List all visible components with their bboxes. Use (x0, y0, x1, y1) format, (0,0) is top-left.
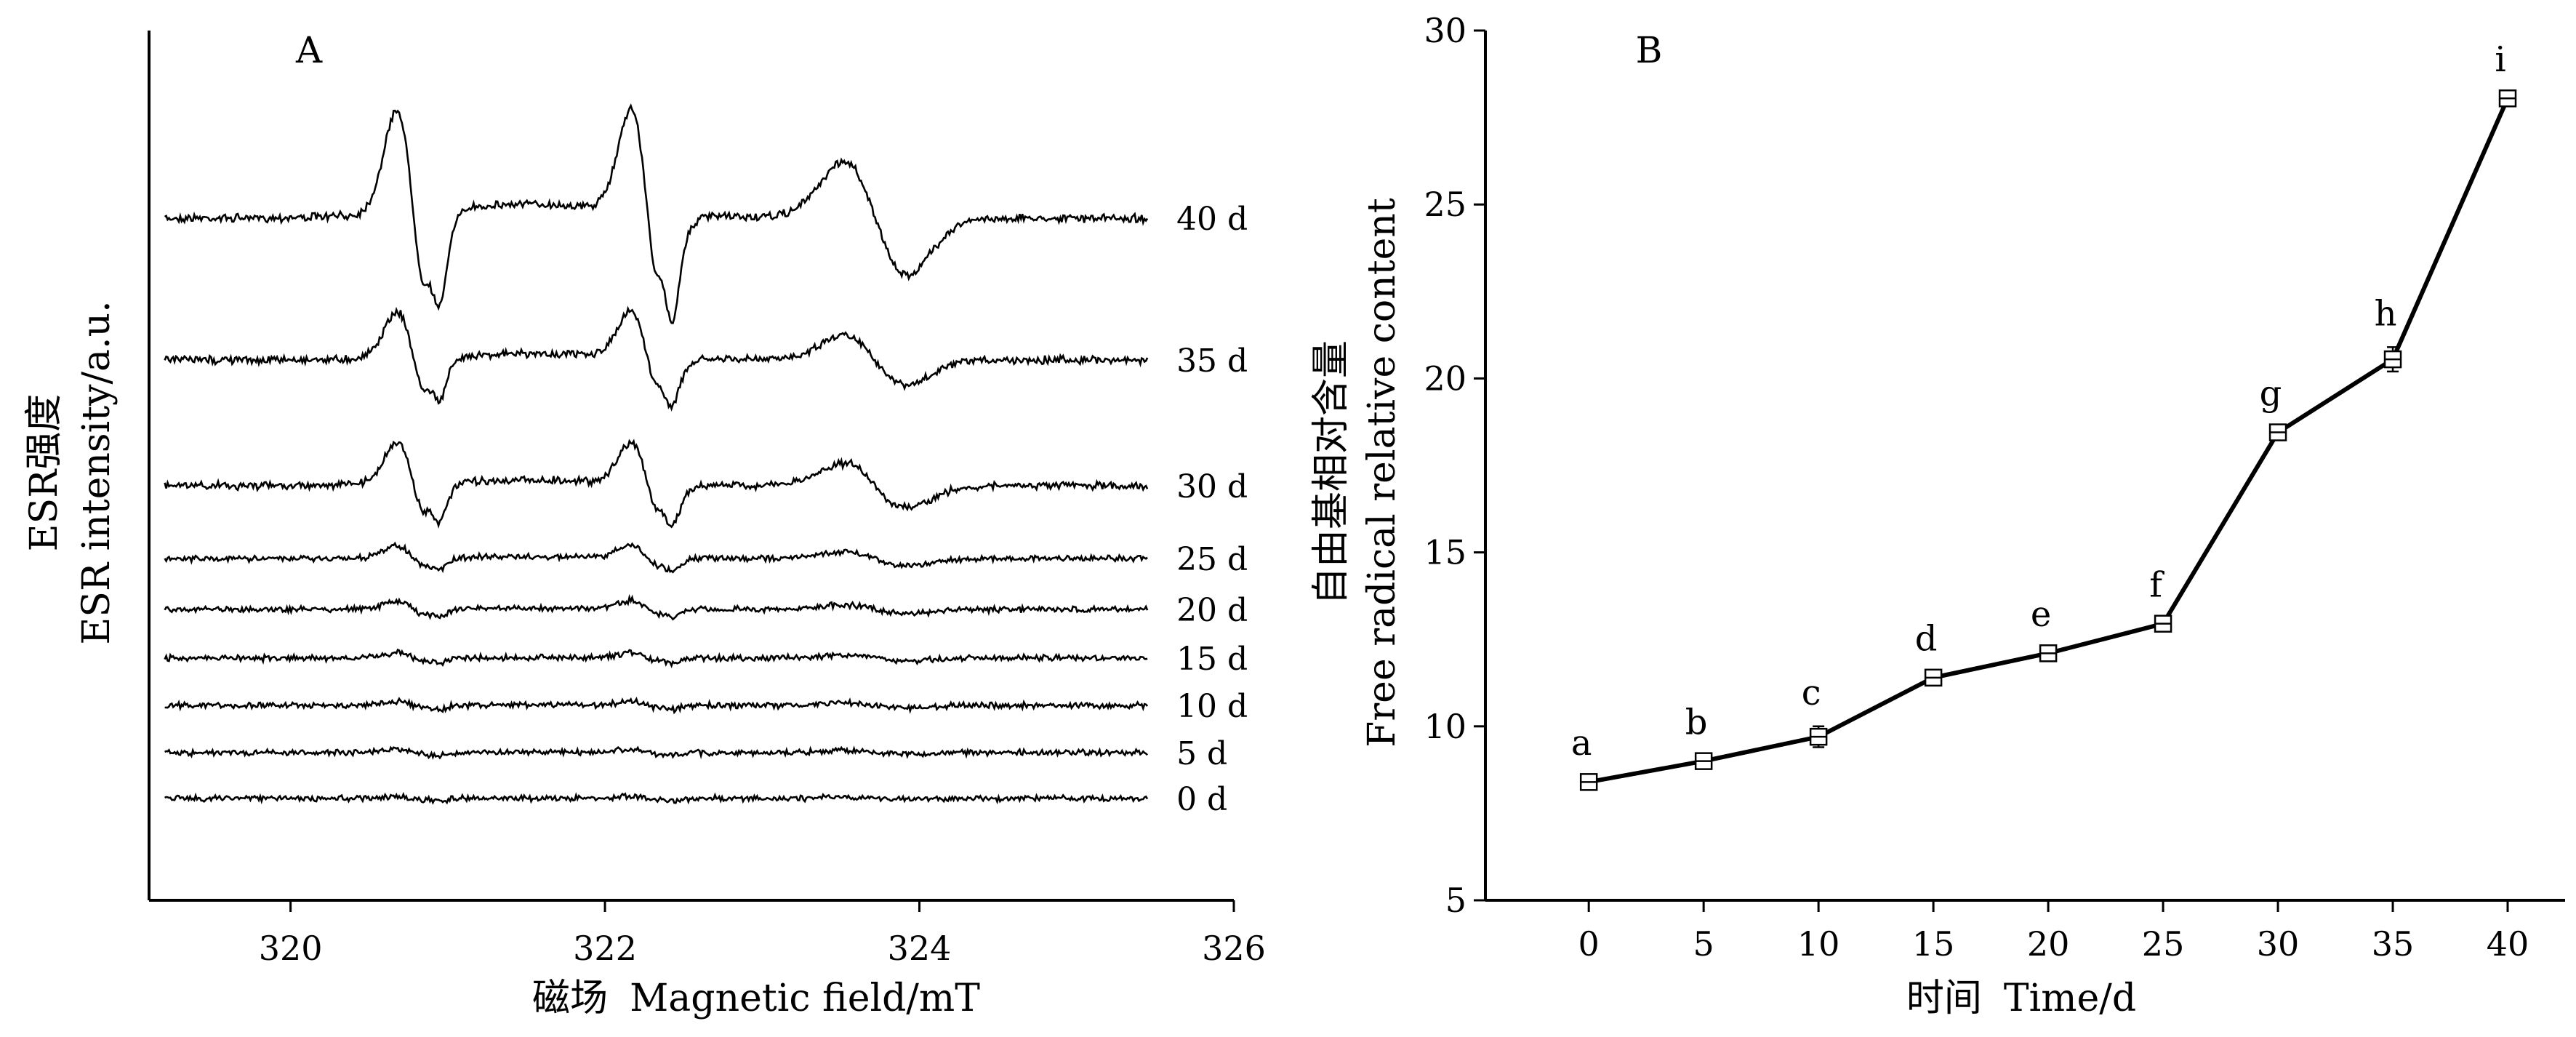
panel-b-x-tick-label: 40 (2487, 924, 2529, 964)
trace-label-5-d: 5 d (1176, 735, 1227, 772)
panel-a-letter: A (295, 29, 323, 71)
trace-label-10-d: 10 d (1176, 688, 1248, 725)
panel-b-y-tick-label: 30 (1424, 11, 1466, 50)
point-label-b: b (1685, 702, 1708, 742)
panel-b-x-tick-label: 20 (2027, 924, 2070, 964)
panel-b-ticks (1474, 29, 2509, 912)
trace-25-d (164, 541, 1148, 574)
trace-label-15-d: 15 d (1176, 641, 1248, 678)
trace-label-20-d: 20 d (1176, 592, 1248, 629)
trace-0-d (164, 791, 1149, 805)
point-label-f: f (2149, 564, 2164, 605)
point-label-g: g (2260, 373, 2282, 414)
panel-b-markers (1579, 89, 2517, 791)
panel-b-y-tick-label: 15 (1424, 533, 1466, 572)
trace-40-d (164, 103, 1149, 324)
trace-35-d (164, 305, 1149, 412)
trace-5-d (164, 745, 1148, 761)
panel-b-y-tick-label: 20 (1424, 359, 1466, 398)
trace-label-30-d: 30 d (1176, 468, 1248, 505)
panel-a-y-title-en: ESR intensity/a.u. (75, 300, 119, 644)
trace-label-40-d: 40 d (1176, 201, 1248, 238)
panel-b-x-tick-label: 30 (2257, 924, 2300, 964)
panel-a-x-title-cn: 磁场 (532, 977, 608, 1020)
point-label-c: c (1802, 673, 1821, 713)
panel-b-x-tick-label: 5 (1693, 924, 1714, 964)
panel-b-x-tick-label: 15 (1912, 924, 1955, 964)
panel-b-y-tick-label: 10 (1424, 707, 1466, 746)
trace-10-d (164, 696, 1149, 715)
panel-a: 320 322 324 326 40 d 35 d 30 d 25 d 20 d 15 d 10 … (23, 29, 1266, 1020)
panel-b-x-tick-label: 35 (2372, 924, 2415, 964)
panel-b-y-tick-label: 5 (1445, 881, 1466, 920)
panel-a-ticks (289, 900, 1235, 912)
panel-b-x-title-en: Time/d (2004, 977, 2136, 1020)
panel-a-x-tick-label: 326 (1202, 929, 1266, 968)
trace-label-25-d: 25 d (1176, 541, 1248, 578)
point-label-h: h (2375, 293, 2397, 334)
panel-a-y-title-cn: ESR强度 (23, 394, 66, 552)
panel-b-series (1588, 97, 2510, 785)
trace-20-d (164, 593, 1149, 621)
panel-a-x-tick-label: 322 (573, 929, 637, 968)
panel-b-letter: B (1636, 29, 1663, 71)
panel-b-y-title-en: Free radical relative content (1360, 198, 1404, 748)
panel-b-y-tick-label: 25 (1424, 185, 1466, 224)
panel-a-x-title-en: Magnetic field/mT (630, 977, 980, 1020)
panel-b-x-title-cn: 时间 (1906, 977, 1982, 1020)
panel-b-x-title: 时间 Time/d (1906, 977, 2136, 1020)
panel-b-x-tick-label: 10 (1797, 924, 1840, 964)
panel-b-y-title-cn: 自由基相对含量 (1309, 340, 1353, 605)
trace-label-35-d: 35 d (1176, 343, 1248, 380)
point-label-i: i (2495, 39, 2505, 80)
panel-a-trace-labels: 40 d 35 d 30 d 25 d 20 d 15 d 10 d 5 d 0 d (1176, 201, 1248, 818)
point-label-a: a (1571, 723, 1592, 764)
panel-a-x-tick-label: 324 (888, 929, 952, 968)
point-label-d: d (1915, 619, 1938, 660)
point-label-e: e (2031, 594, 2051, 635)
panel-a-tick-labels: 320 322 324 326 (259, 929, 1266, 968)
panel-b-point-labels: a b c d e f g h i (1571, 39, 2506, 764)
panel-b-x-tick-label: 0 (1578, 924, 1600, 964)
panel-b-tick-labels: 0 5 10 15 20 25 30 35 40 5 10 15 20 25 30 (1424, 11, 2529, 964)
trace-label-0-d: 0 d (1176, 781, 1227, 818)
panel-b-series-line (1588, 97, 2510, 785)
trace-30-d (164, 439, 1149, 529)
panel-a-x-tick-label: 320 (259, 929, 323, 968)
panel-a-x-title: 磁场 Magnetic field/mT (532, 977, 980, 1020)
panel-a-traces (164, 103, 1149, 805)
trace-15-d (164, 648, 1148, 669)
panel-b-x-tick-label: 25 (2142, 924, 2185, 964)
